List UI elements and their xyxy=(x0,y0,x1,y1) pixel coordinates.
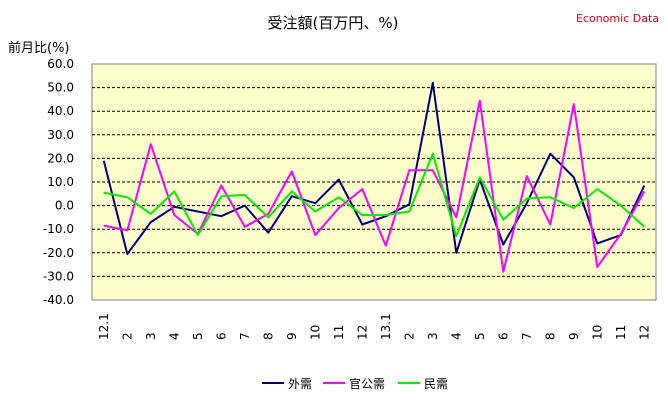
y-tick-label: -30.0 xyxy=(43,269,74,283)
y-tick-label: 40.0 xyxy=(47,104,74,118)
x-tick-label: 13.1 xyxy=(379,313,393,340)
x-tick-label: 3 xyxy=(426,332,440,340)
brand-label: Economic Data xyxy=(576,12,659,25)
x-tick-label: 7 xyxy=(238,332,252,340)
x-tick-label: 6 xyxy=(214,332,228,340)
legend-label: 外需 xyxy=(288,377,312,391)
y-tick-label: -10.0 xyxy=(43,222,74,236)
x-tick-label: 2 xyxy=(120,332,134,340)
chart-title: 受注額(百万円、%) xyxy=(268,14,399,32)
gridlines xyxy=(92,87,656,277)
legend-label: 官公需 xyxy=(349,376,385,391)
y-tick-label: 20.0 xyxy=(47,151,74,165)
x-tick-label: 7 xyxy=(520,332,534,340)
y-tick-label: 0.0 xyxy=(55,199,74,213)
y-tick-label: -20.0 xyxy=(43,246,74,260)
x-tick-label: 12 xyxy=(637,325,651,340)
x-tick-label: 4 xyxy=(449,332,463,340)
y-axis-label: 前月比(%) xyxy=(8,40,70,56)
y-tick-label: 60.0 xyxy=(47,57,74,71)
legend: 外需 官公需 民需 xyxy=(255,372,475,394)
x-tick-label: 12.1 xyxy=(97,313,111,340)
x-tick-label: 9 xyxy=(285,332,299,340)
legend-label: 民需 xyxy=(424,377,448,391)
y-axis-ticks: 60.0 50.0 40.0 30.0 20.0 10.0 0.0 -10.0 -20.0 -30… xyxy=(43,57,74,307)
x-tick-label: 10 xyxy=(590,325,604,340)
x-tick-label: 8 xyxy=(543,332,557,340)
y-tick-label: 30.0 xyxy=(47,128,74,142)
x-tick-label: 6 xyxy=(496,332,510,340)
x-tick-label: 12 xyxy=(355,325,369,340)
series-line-民需 xyxy=(103,152,645,238)
x-tick-label: 10 xyxy=(308,325,322,340)
x-tick-label: 11 xyxy=(614,325,628,340)
x-tick-label: 3 xyxy=(144,332,158,340)
series-line-官公需 xyxy=(103,99,646,273)
series-line-外需 xyxy=(102,81,646,255)
x-tick-label: 8 xyxy=(261,332,275,340)
x-tick-label: 9 xyxy=(567,332,581,340)
y-tick-label: -40.0 xyxy=(43,293,74,307)
y-tick-label: 10.0 xyxy=(47,175,74,189)
x-tick-label: 5 xyxy=(191,332,205,340)
x-tick-label: 4 xyxy=(167,332,181,340)
x-axis-ticks: 12.1 2 3 4 5 6 7 8 9 10 11 12 13.1 2 3 4 5 6 7 8 9 10 11 12 xyxy=(97,313,652,340)
series-layer xyxy=(102,81,646,273)
x-tick-label: 11 xyxy=(332,325,346,340)
legend-box xyxy=(255,372,475,394)
x-tick-label: 2 xyxy=(402,332,416,340)
y-tick-label: 50.0 xyxy=(47,81,74,95)
x-tick-label: 5 xyxy=(473,332,487,340)
